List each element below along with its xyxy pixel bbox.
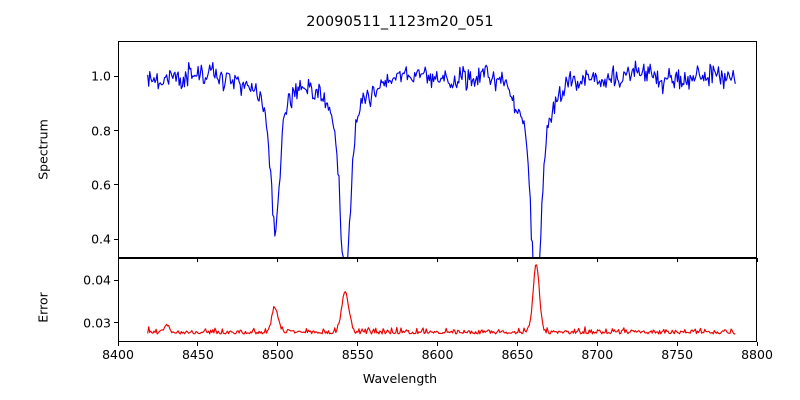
y-axis-label-spectrum: Spectrum [35, 119, 51, 180]
y-tick-mark-spectrum [114, 130, 118, 132]
x-tick-mark-top-panel [277, 258, 279, 262]
x-tick-mark [117, 342, 119, 346]
y-tick-label-error: 0.04 [83, 272, 111, 288]
y-tick-mark-spectrum [114, 75, 118, 77]
x-tick-mark [516, 342, 518, 346]
x-tick-label: 8700 [581, 347, 614, 362]
x-tick-mark-top-panel [676, 258, 678, 262]
x-tick-mark-top-panel [197, 258, 199, 262]
x-tick-mark [197, 342, 199, 346]
x-axis-label: Wavelength [362, 371, 438, 386]
error-series-plot [119, 259, 756, 341]
x-tick-label: 8600 [421, 347, 454, 362]
x-tick-mark [437, 342, 439, 346]
y-tick-label-spectrum: 0.4 [91, 231, 111, 247]
y-tick-mark-spectrum [114, 238, 118, 240]
x-tick-mark [277, 342, 279, 346]
y-tick-mark-error [114, 322, 118, 324]
y-tick-label-spectrum: 0.6 [91, 177, 111, 193]
x-tick-mark-top-panel [596, 258, 598, 262]
x-tick-label: 8650 [501, 347, 534, 362]
x-tick-label: 8400 [102, 347, 134, 362]
x-tick-mark-top-panel [437, 258, 439, 262]
x-tick-label: 8750 [661, 347, 694, 362]
y-tick-label-spectrum: 0.8 [91, 123, 111, 138]
x-tick-label: 8800 [741, 347, 773, 362]
x-tick-label: 8500 [261, 347, 294, 362]
y-tick-label-spectrum: 1.0 [91, 68, 111, 84]
x-tick-mark [756, 342, 758, 346]
spectrum-panel [118, 41, 757, 258]
x-tick-mark-top-panel [357, 258, 359, 262]
x-tick-mark [676, 342, 678, 346]
y-tick-mark-spectrum [114, 184, 118, 186]
spectrum-series-plot [119, 42, 756, 257]
y-tick-mark-error [114, 279, 118, 281]
x-tick-mark [357, 342, 359, 346]
chart-title: 20090511_1123m20_051 [306, 14, 494, 30]
x-tick-label: 8550 [341, 347, 374, 362]
y-axis-label-error: Error [35, 292, 51, 323]
x-tick-mark-top-panel [756, 258, 758, 262]
error-panel [118, 258, 757, 342]
x-tick-mark-top-panel [117, 258, 119, 262]
y-tick-label-error: 0.03 [83, 315, 111, 331]
x-tick-mark-top-panel [516, 258, 518, 262]
x-tick-mark [596, 342, 598, 346]
x-tick-label: 8450 [181, 347, 214, 362]
